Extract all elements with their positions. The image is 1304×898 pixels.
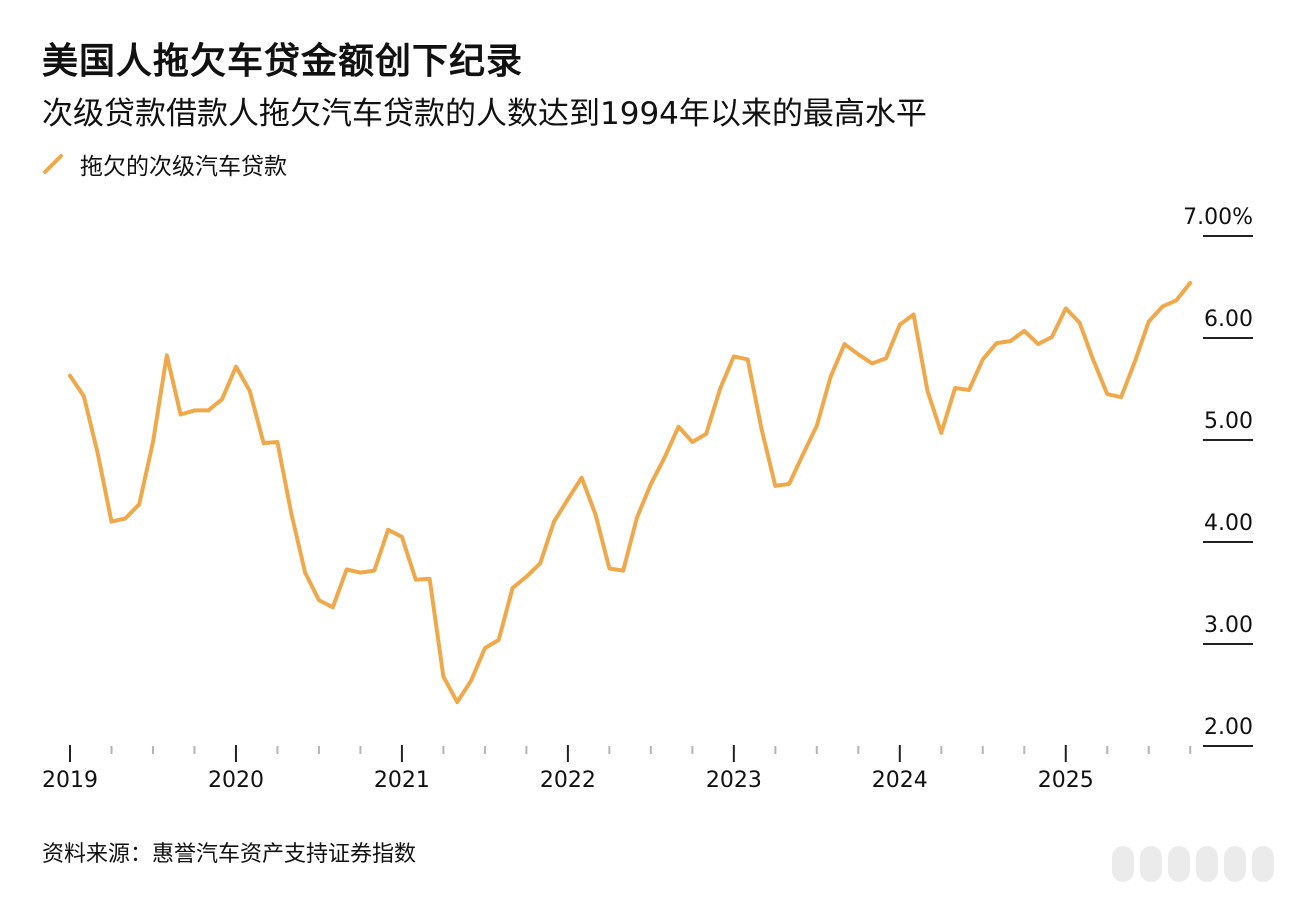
y-tick-label: 5.00 [1204, 409, 1253, 434]
y-tick-label: 3.00 [1204, 613, 1253, 638]
x-tick-label: 2024 [872, 768, 928, 793]
series-line [68, 280, 1193, 705]
x-tick-label: 2023 [706, 768, 762, 793]
legend-line-icon [43, 154, 63, 174]
watermark-logo [1112, 846, 1274, 882]
x-tick-label: 2022 [540, 768, 596, 793]
y-tick-label: 6.00 [1204, 307, 1253, 332]
x-tick-label: 2020 [208, 768, 264, 793]
x-tick-label: 2021 [374, 768, 430, 793]
chart-subtitle: 次级贷款借款人拖欠汽车贷款的人数达到1994年以来的最高水平 [42, 96, 927, 132]
y-tick-label: 2.00 [1204, 715, 1253, 740]
y-tick-label: 4.00 [1204, 511, 1253, 536]
legend-label: 拖欠的次级汽车贷款 [80, 154, 287, 180]
x-tick-label: 2025 [1038, 768, 1094, 793]
chart-title: 美国人拖欠车贷金额创下纪录 [42, 41, 524, 82]
legend: 拖欠的次级汽车贷款 [42, 147, 287, 181]
source-note: 资料来源：惠誉汽车资产支持证券指数 [42, 842, 417, 867]
x-tick-label: 2019 [42, 768, 98, 793]
y-tick-label: 7.00% [1183, 205, 1253, 230]
